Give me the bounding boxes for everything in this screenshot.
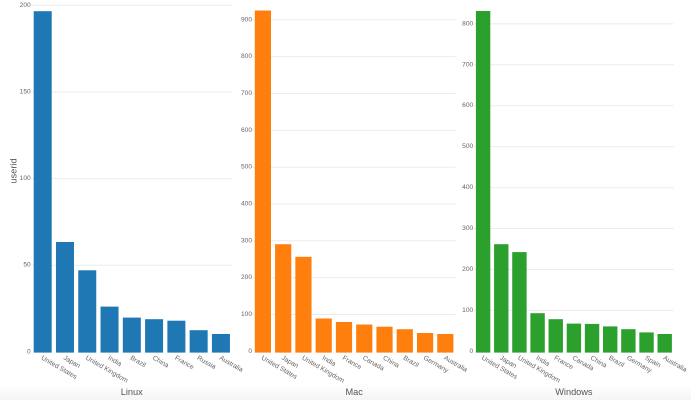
svg-text:0: 0 xyxy=(470,348,474,355)
svg-text:0: 0 xyxy=(248,348,252,355)
svg-text:600: 600 xyxy=(462,102,473,109)
svg-text:Mac: Mac xyxy=(345,387,363,397)
svg-text:100: 100 xyxy=(462,307,473,314)
svg-text:800: 800 xyxy=(241,53,252,60)
svg-text:400: 400 xyxy=(241,200,252,207)
svg-text:200: 200 xyxy=(20,2,31,9)
svg-text:600: 600 xyxy=(241,127,252,134)
svg-text:700: 700 xyxy=(462,61,473,68)
svg-text:Windows: Windows xyxy=(555,387,593,397)
svg-text:900: 900 xyxy=(241,16,252,23)
svg-text:100: 100 xyxy=(20,175,31,182)
svg-text:Linux: Linux xyxy=(121,387,143,397)
svg-text:200: 200 xyxy=(241,274,252,281)
svg-text:500: 500 xyxy=(462,143,473,150)
svg-text:500: 500 xyxy=(241,164,252,171)
svg-text:300: 300 xyxy=(462,225,473,232)
svg-text:50: 50 xyxy=(23,262,31,269)
svg-text:400: 400 xyxy=(462,184,473,191)
svg-text:userid: userid xyxy=(9,158,19,183)
svg-text:0: 0 xyxy=(27,348,31,355)
svg-text:150: 150 xyxy=(20,89,31,96)
svg-text:800: 800 xyxy=(462,20,473,27)
svg-text:200: 200 xyxy=(462,266,473,273)
svg-text:100: 100 xyxy=(241,311,252,318)
svg-text:700: 700 xyxy=(241,90,252,97)
svg-text:300: 300 xyxy=(241,237,252,244)
